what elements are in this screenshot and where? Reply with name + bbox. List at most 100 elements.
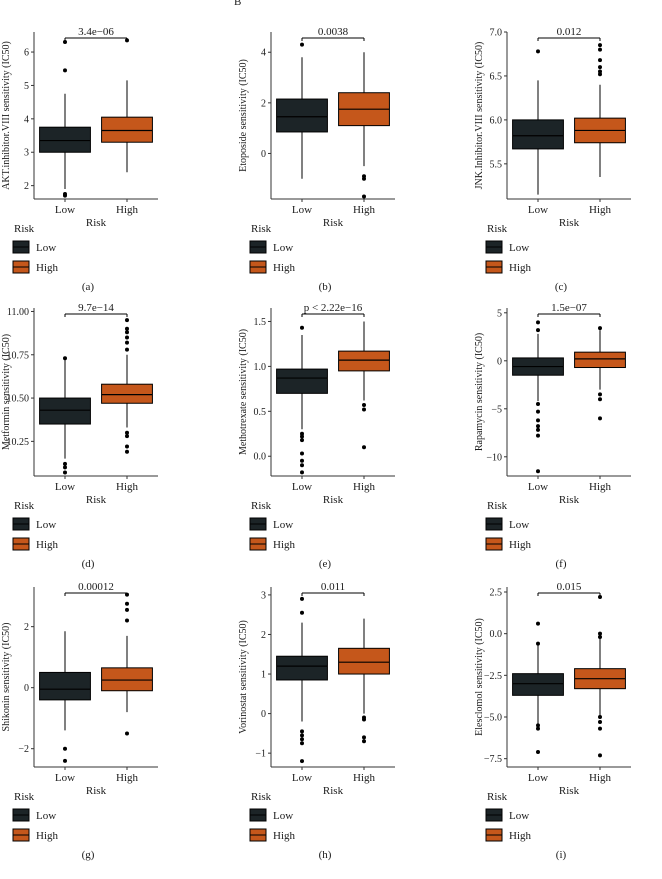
y-axis-title: Rapamycin sensitivity (IC50) [474, 333, 485, 451]
panel-i: −7.5 −5.0 −2.5 0.0 2.5 Low High Risk Elesclomol … [474, 581, 631, 861]
x-tick-label: High [116, 481, 139, 493]
outlier-point [598, 326, 602, 331]
x-axis-title: Risk [559, 494, 580, 506]
x-tick-label: Low [292, 481, 312, 493]
p-value-label: p < 2.22e−16 [304, 302, 363, 314]
box-low [39, 40, 91, 198]
y-axis-title: Metformin sensitivity (IC50) [1, 334, 12, 450]
legend-title: Risk [14, 223, 35, 235]
box-body [39, 671, 91, 701]
outlier-point [300, 42, 304, 47]
panel-e: 0.0 0.5 1.0 1.5 Low High Risk Methotrexate sens… [238, 302, 395, 570]
x-tick-label: High [116, 772, 139, 784]
outlier-point [362, 176, 366, 181]
legend-label-low: Low [273, 519, 293, 531]
box-body [338, 350, 390, 372]
y-tick-label: 1.0 [254, 362, 267, 373]
legend-label-low: Low [36, 242, 56, 254]
outlier-point [125, 340, 129, 345]
outlier-point [300, 733, 304, 738]
outlier-point [63, 191, 67, 196]
y-tick-label: 6.5 [490, 71, 503, 82]
y-axis-title: Shikonin sensitivity (IC50) [1, 623, 12, 732]
outlier-point [598, 416, 602, 421]
outlier-point [598, 720, 602, 724]
box-body [338, 647, 390, 675]
x-axis-title: Risk [559, 785, 580, 797]
outlier-point [125, 434, 129, 439]
x-axis-title: Risk [86, 494, 107, 506]
panel-c: 5.5 6.0 6.5 7.0 Low High Risk JNK.Inhibitor.VII… [474, 26, 631, 293]
x-tick-label: Low [55, 772, 75, 784]
outlier-point [125, 318, 129, 323]
legend-label-low: Low [36, 519, 56, 531]
panel-caption: (a) [82, 281, 95, 293]
outlier-point [125, 430, 129, 435]
legend-label-low: Low [273, 242, 293, 254]
legend-label-high: High [36, 539, 59, 551]
x-tick-label: High [353, 204, 376, 216]
outlier-point [125, 731, 129, 736]
p-value-label: 0.012 [557, 26, 582, 38]
box-high [338, 321, 390, 450]
y-axis-title: Vorinostat sensitivity (IC50) [238, 620, 249, 734]
outlier-point [536, 469, 540, 474]
outlier-point [598, 392, 602, 397]
outlier-point [300, 741, 304, 746]
outlier-point [362, 407, 366, 412]
y-tick-label: 0.0 [254, 452, 267, 463]
outlier-point [536, 433, 540, 438]
outlier-point [300, 470, 304, 475]
y-tick-label: 3 [261, 590, 266, 601]
y-tick-label: 6.0 [490, 115, 503, 126]
box-body [101, 667, 153, 692]
outlier-point [362, 403, 366, 408]
outlier-point [598, 69, 602, 74]
outlier-point [63, 68, 67, 73]
x-tick-label: Low [292, 204, 312, 216]
outlier-point [598, 65, 602, 70]
legend-label-low: Low [509, 242, 529, 254]
x-tick-label: High [116, 204, 139, 216]
outlier-point [300, 759, 304, 764]
y-axis-title: AKT.inhibitor.VIII sensitivity (IC50) [1, 41, 12, 190]
y-tick-label: 5 [24, 81, 29, 92]
outlier-point [63, 356, 67, 361]
y-tick-label: 2 [24, 622, 29, 633]
box-body [276, 98, 328, 133]
y-tick-label: 10.75 [7, 350, 30, 361]
y-tick-label: −7.5 [484, 754, 502, 765]
y-axis-title: Elesclomol sensitivity (IC50) [474, 618, 485, 736]
outlier-point [125, 444, 129, 449]
outlier-point [300, 463, 304, 468]
x-tick-label: Low [55, 481, 75, 493]
outlier-point [598, 635, 602, 639]
p-value-label: 1.5e−07 [551, 302, 587, 314]
legend-label-high: High [273, 262, 296, 274]
box-body [276, 368, 328, 394]
panel-caption: (b) [319, 281, 332, 293]
y-tick-label: 0.5 [254, 407, 267, 418]
outlier-point [125, 449, 129, 454]
outlier-point [125, 618, 129, 623]
outlier-point [125, 335, 129, 340]
outlier-point [536, 320, 540, 325]
legend-label-low: Low [509, 519, 529, 531]
outlier-point [125, 607, 129, 612]
legend-title: Risk [251, 223, 272, 235]
y-tick-label: 0 [261, 709, 266, 720]
y-tick-label: −1 [255, 749, 266, 760]
y-tick-label: 5.5 [490, 159, 503, 170]
y-tick-label: −2.5 [484, 671, 502, 682]
legend-title: Risk [487, 500, 508, 512]
outlier-point [536, 641, 540, 646]
outlier-point [63, 746, 67, 751]
y-tick-label: −2 [18, 744, 29, 755]
outlier-point [598, 631, 602, 636]
outlier-point [63, 465, 67, 470]
outlier-point [536, 418, 540, 423]
y-tick-label: 0 [24, 683, 29, 694]
y-tick-label: 0.0 [490, 629, 503, 640]
box-body [39, 397, 91, 425]
outlier-point [598, 397, 602, 402]
